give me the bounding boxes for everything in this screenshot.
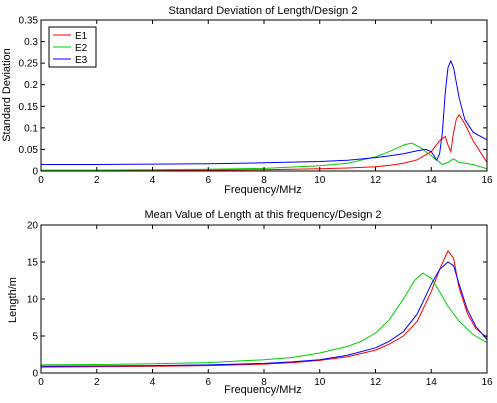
x-tick-label: 2 [94, 377, 100, 388]
x-tick-label: 14 [426, 377, 438, 388]
y-axis-label: Length/m [7, 277, 19, 323]
y-tick-label: 0 [32, 167, 38, 178]
y-tick-label: 0.1 [24, 123, 38, 134]
chart-title: Mean Value of Length at this frequency/D… [144, 209, 381, 221]
plot-frame [41, 225, 487, 373]
x-tick-label: 0 [38, 175, 44, 186]
y-tick-label: 0.15 [19, 102, 39, 113]
x-tick-label: 14 [426, 175, 438, 186]
y-axis-label: Standard Deviation [1, 48, 13, 142]
legend-label-e1: E1 [75, 31, 88, 42]
std-deviation-chart: Standard Deviation of Length/Design 2 Fr… [1, 5, 493, 196]
x-tick-label: 10 [314, 377, 326, 388]
x-tick-label: 16 [481, 175, 493, 186]
series-line-e3 [41, 61, 487, 165]
legend-label-e2: E2 [75, 43, 88, 54]
y-tick-label: 0.3 [24, 37, 38, 48]
x-tick-label: 16 [481, 377, 493, 388]
x-tick-label: 4 [150, 175, 156, 186]
y-tick-label: 20 [27, 221, 39, 232]
y-tick-label: 10 [27, 295, 39, 306]
series-line-e2 [41, 273, 487, 365]
mean-length-chart: Mean Value of Length at this frequency/D… [7, 209, 493, 396]
legend-label-e3: E3 [75, 55, 88, 66]
x-tick-label: 6 [205, 377, 211, 388]
y-tick-label: 0.25 [19, 59, 39, 70]
x-tick-label: 0 [38, 377, 44, 388]
x-tick-label: 8 [261, 175, 267, 186]
x-tick-label: 12 [370, 175, 382, 186]
y-tick-label: 0 [32, 369, 38, 380]
x-tick-label: 10 [314, 175, 326, 186]
x-tick-label: 8 [261, 377, 267, 388]
y-tick-label: 0.05 [19, 145, 39, 156]
y-tick-label: 5 [32, 332, 38, 343]
chart-title: Standard Deviation of Length/Design 2 [169, 5, 358, 17]
y-tick-label: 0.35 [19, 16, 39, 27]
y-tick-label: 15 [27, 258, 39, 269]
series-line-e1 [41, 115, 487, 171]
x-tick-label: 2 [94, 175, 100, 186]
series-line-e2 [41, 143, 487, 170]
x-tick-label: 6 [205, 175, 211, 186]
y-tick-label: 0.2 [24, 80, 38, 91]
plot-frame [41, 20, 487, 171]
x-tick-label: 4 [150, 377, 156, 388]
x-tick-label: 12 [370, 377, 382, 388]
